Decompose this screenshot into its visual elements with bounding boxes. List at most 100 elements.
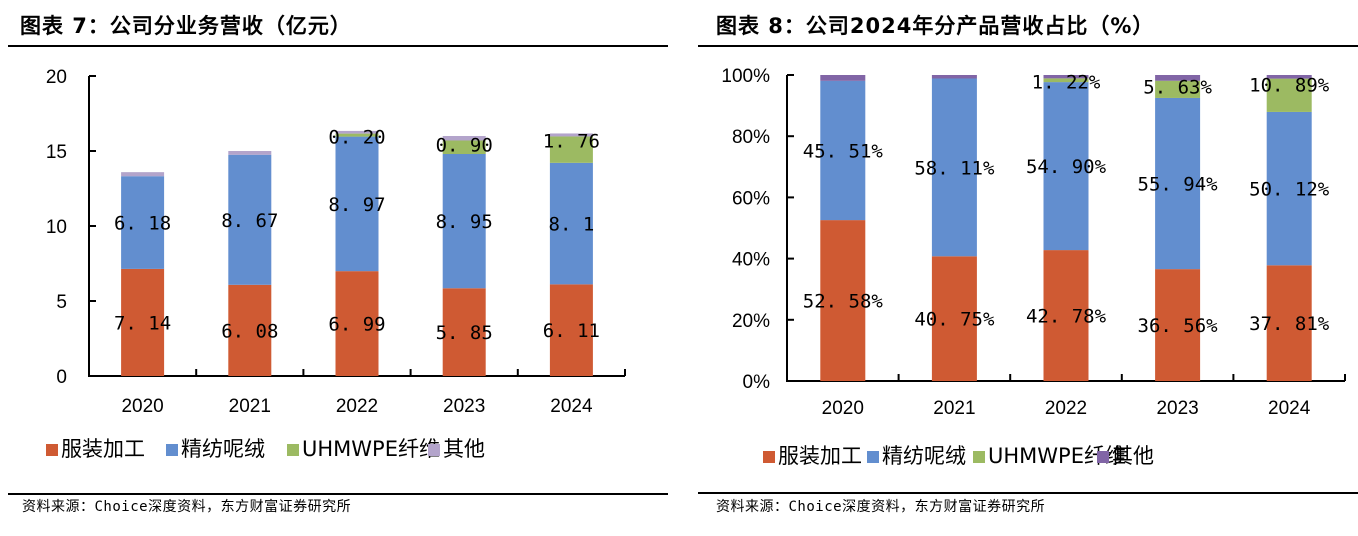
bar-other-2024 (549, 133, 593, 137)
bar-other-2021 (931, 75, 977, 79)
legend-swatch-garment-processing (46, 444, 58, 456)
data-label-worsted-wool-fabric-2024: 50. 12% (1249, 179, 1330, 201)
legend-label-garment-processing: 服装加工 (61, 437, 145, 461)
legend-swatch-garment-processing (763, 451, 775, 463)
figure-7-source: 资料来源：Choice深度资料，东方财富证券研究所 (22, 499, 352, 515)
figure-7-panel: 图表 7：公司分业务营收（亿元） 0 5 10 15 20 7. 14 6. 18 2020 6… (8, 14, 668, 515)
bar-garment-processing-2024 (1266, 265, 1312, 381)
figure-8-source: 资料来源：Choice深度资料，东方财富证券研究所 (716, 499, 1046, 515)
bar-other-2023 (442, 136, 486, 141)
y-tick-label: 100% (721, 66, 770, 87)
legend-swatch-worsted-wool-fabric (867, 451, 879, 463)
figure-7-bottom-rule (8, 493, 668, 495)
bar-worsted-wool-fabric-2023 (1155, 97, 1201, 270)
data-label-worsted-wool-fabric-2020: 45. 51% (803, 140, 884, 162)
data-label-worsted-wool-fabric-2021: 58. 11% (914, 157, 995, 179)
data-label-worsted-wool-fabric-2024: 8. 1 (549, 214, 595, 236)
bar-uhmwpe-fiber-2024 (1266, 78, 1312, 112)
data-label-uhmwpe-fiber-2022: 0. 20 (328, 127, 385, 149)
y-tick-label: 20 (46, 67, 67, 88)
y-tick-label: 0% (743, 372, 771, 393)
bar-other-2023 (1155, 75, 1201, 81)
data-label-uhmwpe-fiber-2023: 0. 90 (436, 135, 493, 157)
y-tick-label: 60% (732, 188, 770, 209)
x-tick-label: 2020 (121, 396, 163, 417)
data-label-garment-processing-2021: 40. 75% (914, 309, 995, 331)
y-tick-label: 10 (46, 217, 67, 238)
bar-other-2024 (1266, 75, 1312, 79)
figure-8-top-rule (698, 45, 1358, 47)
bar-worsted-wool-fabric-2021 (228, 154, 272, 285)
figure-8-panel: 图表 8：公司2024年分产品营收占比（%） 0% 20% 40% 60% 80% 100… (680, 0, 1358, 536)
data-label-worsted-wool-fabric-2022: 8. 97 (328, 194, 385, 216)
bar-other-2020 (121, 172, 165, 177)
y-tick-label: 0 (56, 367, 67, 388)
data-label-worsted-wool-fabric-2023: 55. 94% (1138, 174, 1219, 196)
x-tick-label: 2023 (1156, 398, 1198, 419)
legend-label-uhmwpe-fiber: UHMWPE纤维 (302, 437, 440, 461)
bar-other-2022 (1043, 75, 1089, 79)
data-label-garment-processing-2020: 7. 14 (114, 312, 171, 334)
bar-worsted-wool-fabric-2022 (1043, 82, 1089, 251)
figure-7-chart: 0 5 10 15 20 7. 14 6. 18 2020 6. 08 8. 67 2021 6. 9… (46, 67, 626, 461)
bar-garment-processing-2020 (121, 268, 165, 376)
data-label-worsted-wool-fabric-2021: 8. 67 (221, 210, 278, 232)
data-label-garment-processing-2023: 5. 85 (436, 322, 493, 344)
bar-garment-processing-2024 (549, 284, 593, 376)
bar-uhmwpe-fiber-2023 (1155, 80, 1201, 98)
bar-uhmwpe-fiber-2023 (442, 140, 486, 154)
x-tick-label: 2021 (933, 398, 975, 419)
legend-swatch-other (1097, 451, 1109, 463)
data-label-uhmwpe-fiber-2024: 1. 76 (543, 130, 600, 152)
y-tick-label: 80% (732, 127, 770, 148)
legend-label-other: 其他 (1112, 444, 1154, 468)
legend-label-worsted-wool-fabric: 精纺呢绒 (882, 444, 966, 468)
bar-worsted-wool-fabric-2024 (1266, 111, 1312, 266)
data-label-uhmwpe-fiber-2023: 5. 63% (1143, 77, 1212, 99)
bar-uhmwpe-fiber-2022 (1043, 78, 1089, 83)
bar-uhmwpe-fiber-2022 (335, 133, 379, 137)
data-label-uhmwpe-fiber-2022: 1. 22% (1032, 71, 1101, 93)
legend-swatch-uhmwpe-fiber (287, 444, 299, 456)
figure-8-chart: 0% 20% 40% 60% 80% 100% 52. 58% 45. 51% 2020 40. … (721, 66, 1346, 468)
data-label-garment-processing-2020: 52. 58% (803, 291, 884, 313)
figure-8-title: 图表 8：公司2024年分产品营收占比（%） (716, 14, 1155, 38)
data-label-garment-processing-2022: 42. 78% (1026, 306, 1107, 328)
data-label-worsted-wool-fabric-2023: 8. 95 (436, 211, 493, 233)
data-label-garment-processing-2024: 37. 81% (1249, 313, 1330, 335)
bar-other-2021 (228, 151, 272, 155)
x-tick-label: 2021 (229, 396, 271, 417)
data-label-worsted-wool-fabric-2020: 6. 18 (114, 213, 171, 235)
y-tick-label: 20% (732, 311, 770, 332)
bar-worsted-wool-fabric-2023 (442, 154, 486, 289)
bar-worsted-wool-fabric-2024 (549, 162, 593, 285)
bar-garment-processing-2023 (442, 288, 486, 376)
figure-7-title: 图表 7：公司分业务营收（亿元） (20, 14, 352, 38)
bar-worsted-wool-fabric-2021 (931, 78, 977, 257)
bar-garment-processing-2020 (820, 220, 866, 381)
bar-worsted-wool-fabric-2020 (820, 80, 866, 221)
x-tick-label: 2020 (822, 398, 864, 419)
x-tick-label: 2022 (336, 396, 378, 417)
legend-swatch-worsted-wool-fabric (166, 444, 178, 456)
legend-label-garment-processing: 服装加工 (778, 444, 862, 468)
bar-garment-processing-2022 (1043, 250, 1089, 381)
x-tick-label: 2022 (1045, 398, 1087, 419)
bar-other-2020 (820, 75, 866, 81)
bar-other-2022 (335, 130, 379, 134)
bar-garment-processing-2022 (335, 271, 379, 376)
figure-7-top-rule (8, 45, 668, 47)
bar-worsted-wool-fabric-2022 (335, 136, 379, 272)
data-label-garment-processing-2022: 6. 99 (328, 314, 385, 336)
data-label-garment-processing-2023: 36. 56% (1138, 315, 1219, 337)
y-tick-label: 5 (56, 292, 67, 313)
data-label-garment-processing-2021: 6. 08 (221, 320, 278, 342)
data-label-garment-processing-2024: 6. 11 (543, 320, 600, 342)
bar-garment-processing-2021 (228, 284, 272, 376)
bar-garment-processing-2023 (1155, 269, 1201, 381)
data-label-worsted-wool-fabric-2022: 54. 90% (1026, 156, 1107, 178)
y-tick-label: 40% (732, 250, 770, 271)
bar-garment-processing-2021 (931, 256, 977, 381)
legend-swatch-uhmwpe-fiber (973, 451, 985, 463)
legend-label-other: 其他 (443, 437, 485, 461)
